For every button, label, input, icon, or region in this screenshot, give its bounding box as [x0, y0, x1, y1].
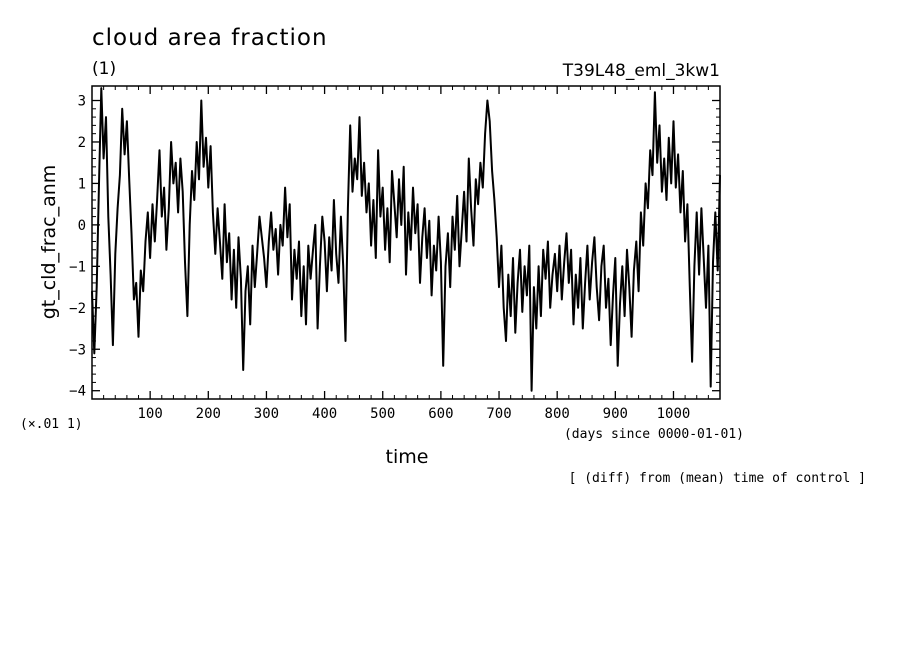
chart-subtitle-right: T39L48_eml_3kw1	[562, 61, 720, 81]
y-tick-label: −2	[69, 301, 86, 317]
y-tick-label: −1	[69, 259, 86, 275]
y-tick-label: 0	[78, 218, 86, 234]
x-tick-label: 500	[370, 406, 395, 422]
x-tick-label: 300	[254, 406, 279, 422]
x-axis-units: (days since 0000-01-01)	[564, 427, 744, 442]
x-tick-label: 800	[545, 406, 570, 422]
x-tick-label: 900	[603, 406, 628, 422]
x-axis-ticks: 100 200 300 400 500 600 700 800 900 1000	[103, 86, 709, 422]
x-axis-label: time	[386, 446, 429, 468]
y-axis-label: gt_cld_frac_anm	[38, 165, 60, 320]
y-tick-label: 2	[78, 135, 86, 151]
x-tick-label: 700	[486, 406, 511, 422]
chart-title: cloud area fraction	[92, 25, 328, 51]
y-tick-label: −4	[69, 384, 86, 400]
x-tick-label: 200	[196, 406, 221, 422]
chart-subtitle-left: (1)	[92, 59, 116, 79]
x-tick-label: 400	[312, 406, 337, 422]
x-tick-label: 100	[137, 406, 162, 422]
x-tick-label: 600	[428, 406, 453, 422]
chart-footnote: [ (diff) from (mean) time of control ]	[569, 471, 866, 486]
series-line	[91, 87, 721, 392]
y-tick-label: 1	[78, 176, 86, 192]
x-tick-label: 1000	[657, 406, 691, 422]
plot-frame	[91, 85, 721, 400]
y-scale-note: (×.01 1)	[20, 417, 83, 432]
y-tick-label: −3	[69, 342, 86, 358]
y-tick-label: 3	[78, 94, 86, 110]
